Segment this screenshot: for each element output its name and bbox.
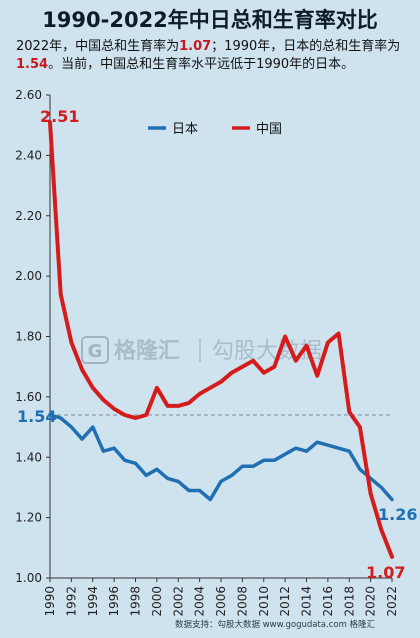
legend-label-japan: 日本 bbox=[172, 122, 198, 137]
subtitle-part-1: 2022年，中国总和生育率为 bbox=[16, 39, 180, 54]
y-tick-label: 1.20 bbox=[15, 511, 42, 525]
x-tick-label: 2018 bbox=[342, 586, 356, 617]
y-tick-label: 2.60 bbox=[15, 88, 42, 102]
x-tick-label: 2008 bbox=[235, 586, 249, 617]
x-tick-label: 1992 bbox=[64, 586, 78, 617]
x-tick-label: 2010 bbox=[257, 586, 271, 617]
x-tick-label: 1990 bbox=[43, 586, 57, 617]
x-tick-label: 1996 bbox=[107, 586, 121, 617]
x-tick-label: 2006 bbox=[214, 586, 228, 617]
watermark-logo-letter: G bbox=[88, 341, 103, 362]
watermark-brand: 格隆汇 bbox=[114, 338, 180, 364]
subtitle-part-3: 。当前，中国总和生育率水平远低于1990年的日本。 bbox=[48, 57, 355, 72]
x-tick-label: 1998 bbox=[129, 586, 143, 617]
annotation-china-2022: 1.07 bbox=[366, 563, 405, 582]
x-tick-label: 2016 bbox=[321, 586, 335, 617]
subtitle-japan-value: 1.54 bbox=[16, 57, 49, 72]
chart-footer: 数据支持：勾股大数据 www.gogudata.com 格隆汇 bbox=[175, 620, 376, 630]
watermark-logo-box bbox=[81, 336, 109, 364]
x-tick-label: 2004 bbox=[193, 586, 207, 617]
chart-title: 1990-2022年中日总和生育率对比 bbox=[42, 8, 378, 32]
watermark-brand-2: 勾股大数据 bbox=[212, 339, 322, 364]
x-tick-label: 2014 bbox=[300, 586, 314, 617]
y-tick-label: 1.40 bbox=[15, 450, 42, 464]
x-tick-label: 2012 bbox=[278, 586, 292, 617]
y-tick-label: 2.00 bbox=[15, 269, 42, 283]
y-tick-label: 1.80 bbox=[15, 330, 42, 344]
series-line-china bbox=[48, 120, 394, 559]
annotation-japan-1990: 1.54 bbox=[17, 407, 56, 426]
y-tick-label: 2.20 bbox=[15, 209, 42, 223]
chart-subtitle: 2022年，中国总和生育率为1.07；1990年，日本的总和生育率为 1.54。当… bbox=[16, 38, 410, 74]
x-tick-label: 2022 bbox=[385, 586, 399, 617]
x-tick-label: 2000 bbox=[150, 586, 164, 617]
annotation-china-1990: 2.51 bbox=[40, 107, 79, 126]
legend-label-china: 中国 bbox=[256, 122, 282, 137]
y-tick-label: 2.40 bbox=[15, 148, 42, 162]
series-line-japan bbox=[48, 413, 394, 502]
y-tick-label: 1.00 bbox=[15, 571, 42, 585]
subtitle-china-value: 1.07 bbox=[179, 39, 212, 54]
subtitle-part-2: ；1990年，日本的总和生育率为 bbox=[211, 39, 401, 54]
x-tick-label: 2002 bbox=[171, 586, 185, 617]
y-tick-label: 1.60 bbox=[15, 390, 42, 404]
x-tick-label: 2020 bbox=[364, 586, 378, 617]
annotation-japan-2022: 1.26 bbox=[378, 505, 417, 524]
x-tick-label: 1994 bbox=[86, 586, 100, 617]
